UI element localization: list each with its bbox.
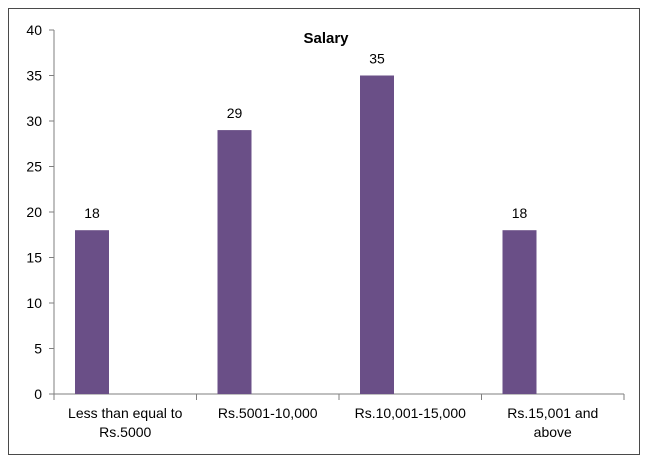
category-label: Less than equal to Rs.5000 [68, 405, 183, 440]
category-label-line: Rs.15,001 and [507, 405, 598, 421]
y-tick-label: 40 [26, 22, 42, 38]
y-tick-label: 20 [26, 204, 42, 220]
bar [360, 75, 394, 394]
category-labels: Less than equal to Rs.5000 Rs.5001-10,000 R… [68, 405, 598, 440]
y-tick-label: 0 [34, 386, 42, 402]
y-tick-label: 25 [26, 159, 42, 175]
bar [217, 130, 252, 394]
category-label-line: Rs.5001-10,000 [218, 405, 318, 421]
y-tick-label: 35 [26, 68, 42, 84]
data-label: 35 [369, 51, 385, 67]
category-label-line: Less than equal to [68, 405, 183, 421]
chart-title: Salary [303, 30, 349, 47]
y-tick-label: 10 [26, 295, 42, 311]
category-label-line: above [534, 424, 572, 440]
y-tick-label: 5 [34, 341, 42, 357]
y-tick-label: 30 [26, 113, 42, 129]
data-label: 29 [227, 105, 243, 121]
bar [502, 230, 537, 394]
data-label: 18 [84, 205, 100, 221]
bar [75, 230, 109, 394]
data-labels: 18 29 35 18 [84, 51, 527, 222]
category-label: Rs.10,001-15,000 [355, 405, 467, 421]
category-label-line: Rs.5000 [99, 424, 151, 440]
category-label: Rs.15,001 and above [507, 405, 598, 440]
category-label: Rs.5001-10,000 [218, 405, 318, 421]
bars [75, 75, 537, 394]
y-tick-label: 15 [26, 250, 42, 266]
category-label-line: Rs.10,001-15,000 [355, 405, 467, 421]
data-label: 18 [512, 205, 528, 221]
y-axis: 0 5 10 15 20 25 30 35 40 [26, 22, 55, 402]
x-axis [53, 393, 625, 400]
